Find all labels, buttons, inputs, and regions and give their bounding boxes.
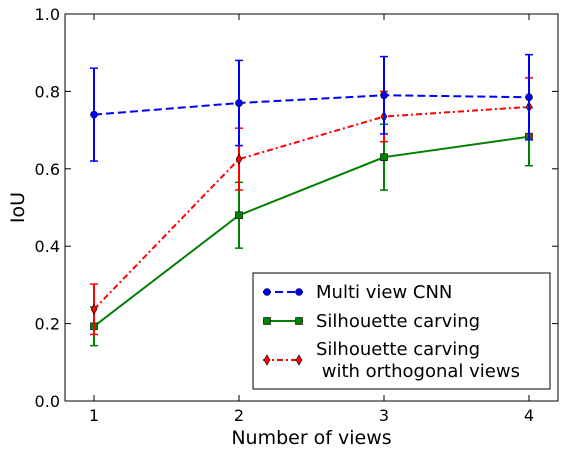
legend: Multi view CNN Silhouette carving Silhouet…	[252, 272, 551, 390]
data-point	[235, 153, 243, 165]
y-axis-label: IoU	[7, 192, 29, 223]
data-point	[90, 303, 98, 315]
axis-ticks: 1 2 3 4 0.0 0.2 0.4 0.6 0.8 1.0	[35, 5, 558, 425]
legend-label: Multi view CNN	[316, 282, 452, 303]
series	[90, 53, 533, 162]
y-tick-label: 0.2	[35, 315, 60, 334]
x-tick-label: 2	[234, 406, 244, 425]
series-line	[93, 105, 530, 310]
data-point	[235, 99, 243, 107]
x-tick-label: 1	[89, 406, 99, 425]
data-point	[380, 153, 388, 161]
y-tick-label: 0.0	[35, 392, 60, 411]
data-point	[263, 354, 271, 366]
y-tick-label: 1.0	[35, 5, 60, 24]
legend-label: Silhouette carving with orthogonal views	[316, 339, 520, 382]
x-tick-label: 3	[379, 406, 389, 425]
x-tick-label: 4	[524, 406, 534, 425]
data-point	[525, 93, 533, 102]
data-point	[295, 288, 303, 296]
data-point	[295, 354, 303, 366]
data-point	[263, 288, 271, 296]
y-tick-label: 0.6	[35, 160, 60, 179]
data-point	[263, 317, 271, 325]
y-tick-label: 0.4	[35, 237, 60, 256]
y-tick-label: 0.8	[35, 82, 60, 101]
data-point	[235, 211, 243, 220]
legend-label: Silhouette carving	[316, 311, 480, 332]
plot-frame	[64, 13, 559, 402]
series-line	[93, 94, 530, 116]
series-line	[93, 135, 530, 328]
data-point	[90, 110, 98, 119]
x-axis-label: Number of views	[231, 427, 391, 449]
data-point	[380, 91, 388, 100]
data-point	[295, 317, 303, 325]
plot-marks	[90, 53, 533, 347]
